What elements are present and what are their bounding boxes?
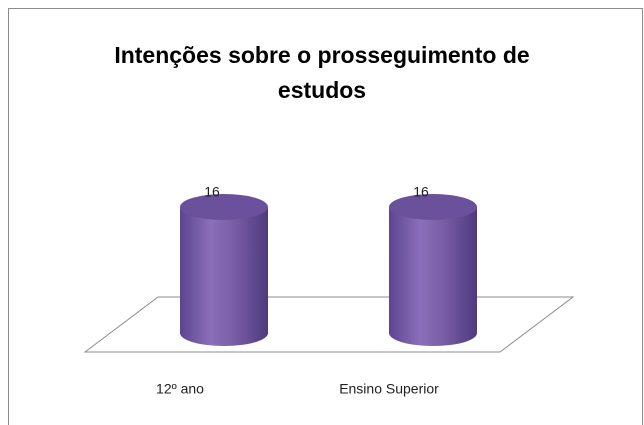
chart-border <box>8 8 643 425</box>
bar <box>389 194 477 346</box>
bar-top <box>180 194 268 220</box>
data-label: 16 <box>413 184 429 200</box>
data-label: 16 <box>204 184 220 200</box>
bar <box>180 194 268 346</box>
x-tick-label: 12º ano <box>156 381 204 397</box>
chart-title: Intenções sobre o prosseguimento de estu… <box>114 42 530 103</box>
x-tick-label: Ensino Superior <box>339 381 439 397</box>
bar-body <box>389 207 477 346</box>
floor <box>83 296 575 353</box>
bar-top <box>389 194 477 220</box>
bar-body <box>180 207 268 346</box>
